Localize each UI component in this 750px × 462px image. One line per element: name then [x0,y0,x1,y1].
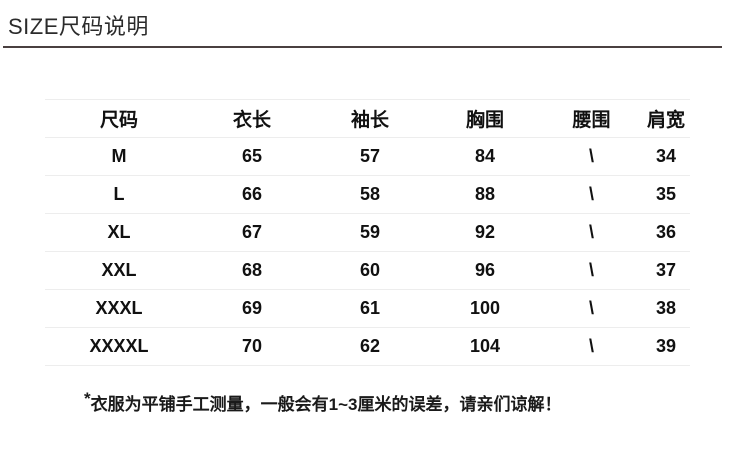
cell-length: 69 [193,289,311,328]
page-title: SIZE尺码说明 [8,14,149,39]
cell-size: XL [45,213,193,252]
table-row: L 66 58 88 \ 35 [45,175,690,214]
disclaimer-text: 衣服为平铺手工测量，一般会有1~3厘米的误差，请亲们谅解！ [90,395,562,414]
column-header-size: 尺码 [45,99,193,138]
title-divider [3,46,722,48]
size-chart: 尺码 衣长 袖长 胸围 腰围 肩宽 M 65 57 84 \ 34 L 66 5… [45,99,690,366]
cell-waist: \ [541,251,642,290]
table-row: XL 67 59 92 \ 36 [45,213,690,252]
cell-waist: \ [541,137,642,176]
cell-shoulder: 39 [642,327,690,366]
column-header-shoulder: 肩宽 [642,99,690,138]
cell-size: XXL [45,251,193,290]
cell-sleeve: 59 [311,213,429,252]
cell-bust: 96 [429,251,541,290]
cell-bust: 84 [429,137,541,176]
column-header-sleeve: 袖长 [311,99,429,138]
cell-sleeve: 58 [311,175,429,214]
cell-sleeve: 62 [311,327,429,366]
cell-waist: \ [541,327,642,366]
cell-shoulder: 37 [642,251,690,290]
cell-size: M [45,137,193,176]
cell-sleeve: 60 [311,251,429,290]
cell-size: XXXXL [45,327,193,366]
table-row: XXXL 69 61 100 \ 38 [45,289,690,328]
table-row: XXXXL 70 62 104 \ 39 [45,327,690,366]
cell-bust: 100 [429,289,541,328]
table-header-row: 尺码 衣长 袖长 胸围 腰围 肩宽 [45,99,690,138]
column-header-length: 衣长 [193,99,311,138]
cell-waist: \ [541,289,642,328]
cell-waist: \ [541,175,642,214]
column-header-bust: 胸围 [429,99,541,138]
cell-waist: \ [541,213,642,252]
table-row: M 65 57 84 \ 34 [45,137,690,176]
cell-sleeve: 57 [311,137,429,176]
size-table: 尺码 衣长 袖长 胸围 腰围 肩宽 M 65 57 84 \ 34 L 66 5… [45,99,690,366]
cell-shoulder: 34 [642,137,690,176]
cell-bust: 92 [429,213,541,252]
column-header-waist: 腰围 [541,99,642,138]
cell-shoulder: 35 [642,175,690,214]
cell-shoulder: 38 [642,289,690,328]
cell-shoulder: 36 [642,213,690,252]
cell-size: XXXL [45,289,193,328]
cell-length: 68 [193,251,311,290]
cell-length: 70 [193,327,311,366]
cell-size: L [45,175,193,214]
asterisk-marker: * [84,389,91,408]
cell-bust: 104 [429,327,541,366]
cell-sleeve: 61 [311,289,429,328]
table-row: XXL 68 60 96 \ 37 [45,251,690,290]
measurement-disclaimer: *衣服为平铺手工测量，一般会有1~3厘米的误差，请亲们谅解！ [84,389,664,418]
cell-length: 67 [193,213,311,252]
cell-length: 66 [193,175,311,214]
cell-length: 65 [193,137,311,176]
cell-bust: 88 [429,175,541,214]
